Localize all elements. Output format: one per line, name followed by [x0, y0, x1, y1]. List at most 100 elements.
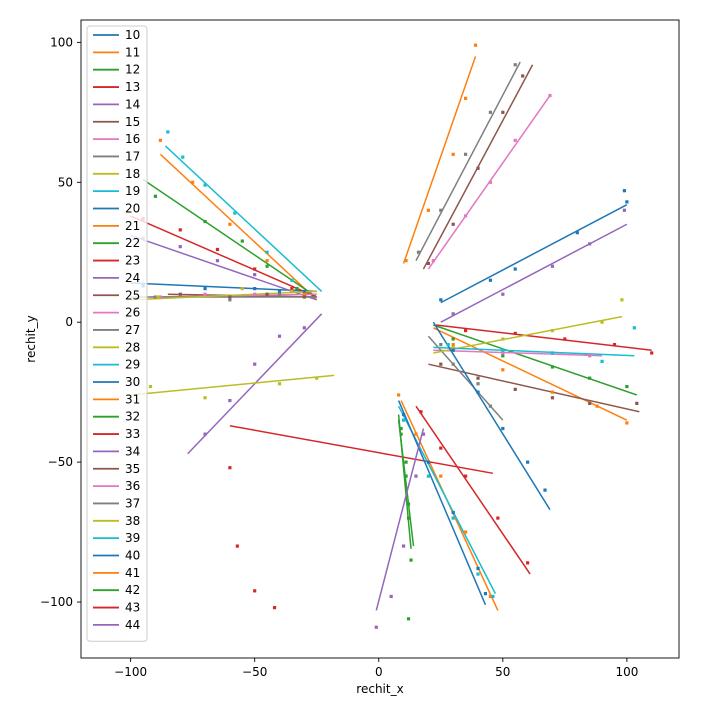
point-23-3	[612, 342, 617, 347]
point-18-2	[290, 289, 294, 294]
point-23-2	[563, 337, 567, 341]
point-33-2	[253, 589, 257, 593]
fit-line-20	[440, 204, 628, 304]
point-28-2	[550, 329, 555, 333]
point-20-1	[488, 278, 493, 282]
legend-label-26: 26	[125, 306, 140, 320]
point-31-1	[414, 432, 418, 436]
point-10-4	[302, 289, 306, 294]
legend-label-20: 20	[125, 202, 140, 216]
point-29-1	[501, 348, 505, 352]
legend-label-29: 29	[125, 358, 140, 372]
legend-label-16: 16	[125, 132, 140, 146]
point-42-0	[399, 426, 403, 431]
point-12-0	[153, 194, 158, 198]
point-39-2	[451, 516, 455, 520]
point-11-1	[191, 180, 195, 184]
point-27-0	[439, 342, 443, 347]
point-14-1	[178, 245, 182, 249]
point-12-4	[295, 287, 299, 291]
point-26-3	[588, 354, 592, 358]
point-24-4	[622, 208, 627, 212]
point-32-3	[409, 558, 413, 562]
axes-layer: −100 −50 0 50 100 100 50 0 −50 −100	[40, 19, 680, 679]
point-36-2	[488, 180, 493, 184]
plot-area	[81, 20, 679, 658]
point-21-0	[451, 342, 455, 347]
legend-label-21: 21	[125, 219, 140, 233]
point-43-4	[526, 561, 530, 565]
point-40-0	[401, 412, 406, 417]
point-10-1	[203, 287, 207, 291]
point-22-0	[451, 337, 455, 341]
point-24-0	[451, 312, 455, 316]
legend-label-37: 37	[125, 496, 140, 510]
point-32-1	[404, 474, 408, 478]
legend: 10 11 12 13 14 15 16 17 18 19 20 21 22 23 24 25 26 27 28 29…	[86, 25, 148, 642]
legend-label-13: 13	[125, 80, 140, 94]
legend-label-11: 11	[125, 45, 140, 59]
point-11-3	[265, 259, 269, 263]
fit-line-24	[440, 223, 628, 323]
fit-line-43	[415, 405, 531, 575]
point-43-1	[439, 446, 443, 450]
point-29-2	[550, 351, 555, 355]
point-15-2	[265, 292, 269, 296]
point-41-4	[473, 43, 478, 47]
point-19-1	[181, 155, 185, 159]
point-20-0	[439, 298, 443, 302]
point-11-0	[158, 138, 163, 142]
point-31-2	[439, 474, 443, 478]
point-43-2	[464, 474, 468, 478]
point-35-4	[521, 74, 525, 78]
point-20-4	[622, 189, 627, 193]
point-39-1	[426, 474, 430, 478]
point-28-0	[451, 345, 455, 349]
point-38-2	[277, 382, 282, 386]
legend-label-12: 12	[125, 63, 140, 77]
point-25-5	[635, 401, 639, 405]
point-20-3	[575, 231, 579, 235]
legend-label-32: 32	[125, 410, 140, 424]
plot-frame-layer	[81, 20, 679, 658]
legend-label-38: 38	[125, 514, 140, 528]
fit-line-13	[130, 215, 318, 298]
point-31-0	[397, 393, 401, 397]
point-31-4	[488, 594, 493, 599]
point-39-0	[401, 418, 406, 422]
fit-line-33	[229, 425, 494, 475]
point-43-3	[496, 516, 500, 520]
point-13-4	[290, 287, 294, 291]
legend-label-39: 39	[125, 531, 140, 545]
legend-label-31: 31	[125, 392, 140, 406]
fit-line-42	[397, 414, 412, 549]
point-14-2	[215, 259, 220, 263]
point-17-1	[228, 298, 232, 302]
point-44-1	[389, 594, 393, 599]
fit-line-10	[130, 282, 317, 293]
point-40-4	[483, 592, 488, 596]
point-22-3	[588, 376, 592, 380]
fit-line-14	[130, 234, 317, 301]
point-38-1	[203, 396, 207, 400]
point-20-5	[625, 200, 629, 204]
legend-label-10: 10	[125, 28, 140, 42]
point-28-4	[620, 298, 624, 302]
legend-label-35: 35	[125, 462, 140, 476]
point-34-3	[277, 334, 282, 338]
point-32-2	[406, 516, 411, 520]
point-31-3	[464, 530, 468, 534]
point-29-0	[446, 342, 450, 347]
point-42-3	[406, 617, 411, 621]
legend-label-24: 24	[125, 271, 140, 285]
point-39-3	[476, 572, 480, 576]
point-22-2	[550, 365, 555, 369]
fit-line-44	[375, 428, 425, 611]
point-44-3	[414, 474, 418, 478]
point-37-4	[513, 63, 517, 67]
point-25-2	[513, 387, 517, 391]
y-tick-label: 50	[58, 175, 73, 189]
point-10-2	[253, 287, 257, 291]
fit-line-26	[433, 349, 603, 357]
